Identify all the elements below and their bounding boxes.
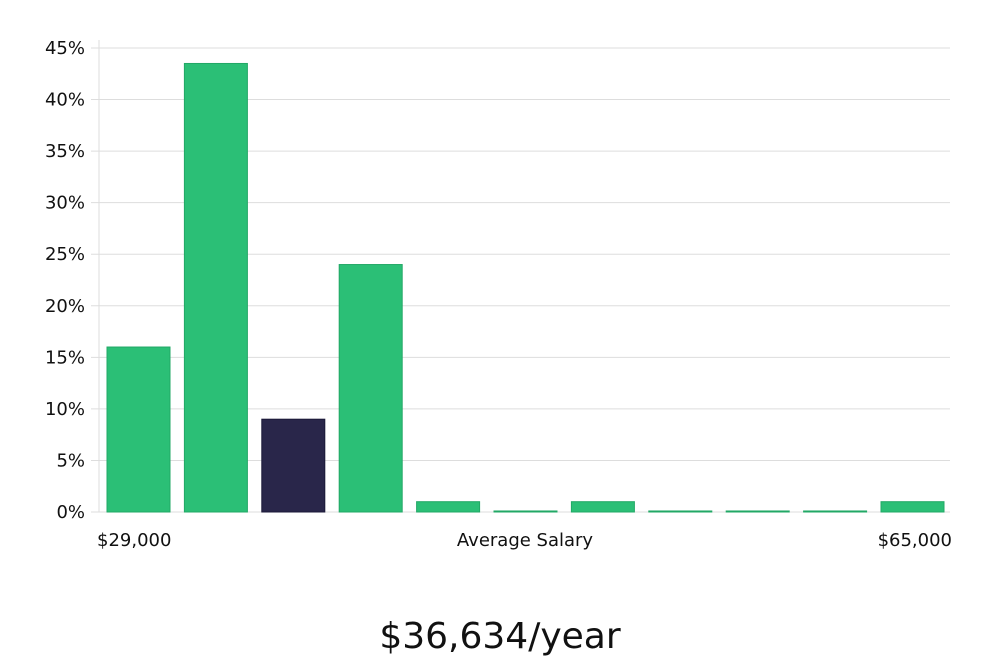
bar xyxy=(183,62,248,513)
bar xyxy=(803,510,868,513)
y-tick-label: 5% xyxy=(56,450,85,471)
bar xyxy=(725,510,790,513)
bar xyxy=(493,510,558,513)
bar xyxy=(648,510,713,513)
bars xyxy=(106,62,945,513)
x-min-label: $29,000 xyxy=(97,530,171,551)
x-axis-label: Average Salary xyxy=(457,530,594,551)
y-tick-label: 0% xyxy=(56,502,85,523)
y-tick-label: 40% xyxy=(45,90,85,111)
y-tick-label: 10% xyxy=(45,399,85,420)
average-salary-value: $36,634/year xyxy=(379,616,621,657)
bar xyxy=(338,264,403,513)
bar xyxy=(416,501,481,513)
y-tick-label: 30% xyxy=(45,193,85,214)
y-tick-label: 35% xyxy=(45,141,85,162)
bar-highlighted xyxy=(261,418,326,513)
y-tick-label: 25% xyxy=(45,244,85,265)
y-tick-label: 15% xyxy=(45,347,85,368)
bar xyxy=(106,346,171,513)
y-tick-label: 20% xyxy=(45,296,85,317)
bar xyxy=(880,501,945,513)
y-tick-label: 45% xyxy=(45,38,85,59)
bar xyxy=(570,501,635,513)
x-max-label: $65,000 xyxy=(878,530,952,551)
y-axis-ticks: 0% 5% 10% 15% 20% 25% 30% 35% 40% 45% xyxy=(45,38,85,523)
